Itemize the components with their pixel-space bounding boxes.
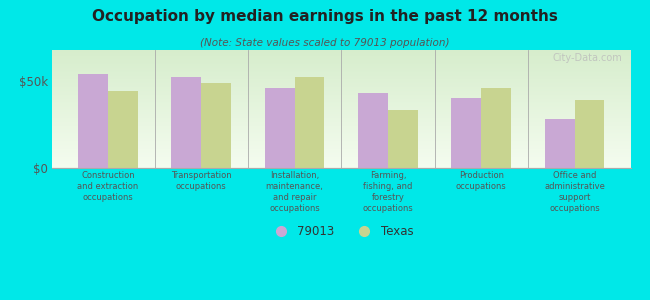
Text: (Note: State values scaled to 79013 population): (Note: State values scaled to 79013 popu… [200, 38, 450, 47]
Bar [545, 119, 575, 168]
Bar [265, 88, 294, 168]
Bar [388, 110, 418, 168]
Bar [481, 88, 511, 168]
Bar [202, 82, 231, 168]
Bar [294, 77, 324, 168]
Bar [108, 91, 138, 168]
Bar [172, 76, 202, 168]
Bar [575, 100, 604, 168]
Legend: 79013, Texas: 79013, Texas [265, 220, 418, 243]
Text: Occupation by median earnings in the past 12 months: Occupation by median earnings in the pas… [92, 9, 558, 24]
Text: City-Data.com: City-Data.com [552, 53, 622, 63]
Bar [78, 74, 108, 168]
Bar [358, 93, 388, 168]
Bar [451, 98, 481, 168]
